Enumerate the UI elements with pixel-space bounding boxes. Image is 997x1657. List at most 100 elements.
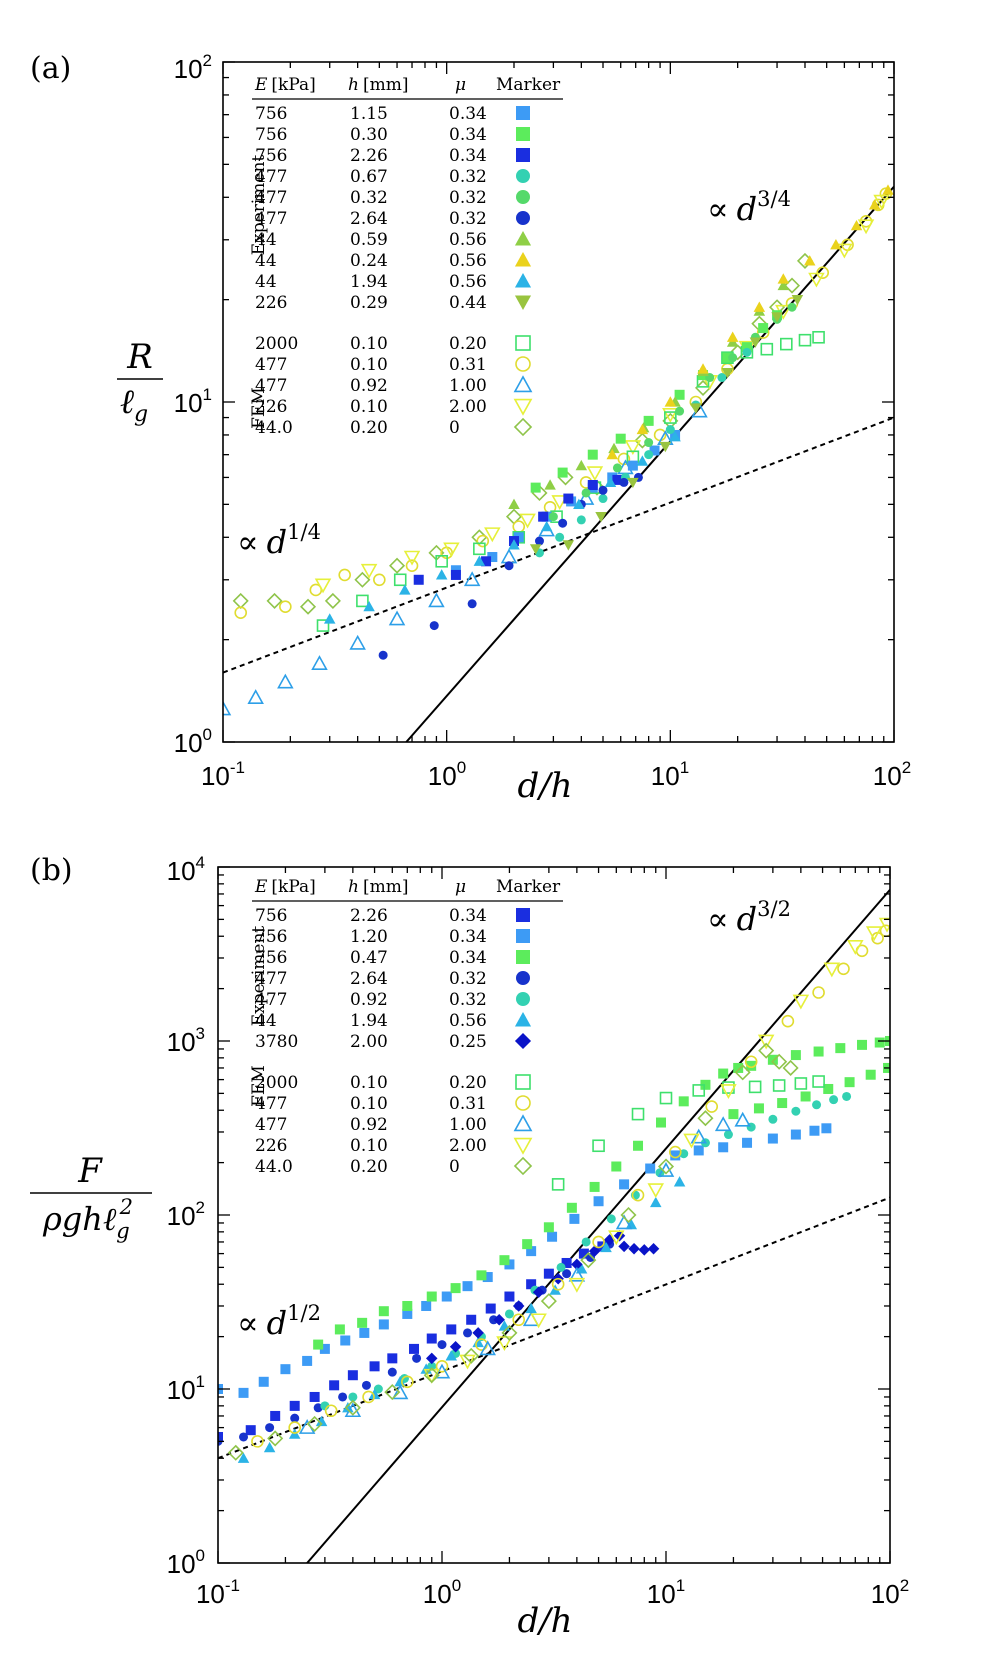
data-point <box>823 1083 834 1094</box>
data-point <box>693 1145 704 1156</box>
data-point <box>356 594 369 608</box>
data-point <box>578 1248 589 1259</box>
legend-cell: 477 <box>255 167 287 187</box>
data-point <box>463 1347 480 1364</box>
data-point <box>435 1360 449 1373</box>
data-point <box>566 1202 577 1213</box>
legend-marker <box>513 1156 533 1176</box>
legend-cell: 0.34 <box>449 125 487 145</box>
data-point <box>555 532 565 542</box>
data-point <box>633 1140 644 1151</box>
data-point <box>288 1421 302 1434</box>
data-point <box>830 239 842 250</box>
data-point <box>644 438 654 448</box>
legend-cell: 0.25 <box>449 1032 487 1052</box>
plot-marks <box>218 889 890 1563</box>
legend-cell: 477 <box>255 355 287 375</box>
data-point <box>571 1258 583 1271</box>
data-point <box>388 610 406 626</box>
data-point <box>551 1178 565 1191</box>
legend-marker <box>516 169 530 183</box>
legend-cell: 0.47 <box>350 948 388 968</box>
legend-row: 226 0.29 0.44 <box>255 293 532 313</box>
data-point <box>850 219 863 231</box>
data-point <box>865 1069 876 1080</box>
legend-cell: 0.34 <box>449 104 487 124</box>
legend-cell: 2.64 <box>350 209 388 229</box>
data-point <box>450 1283 461 1294</box>
legend-cell: 44 <box>255 272 277 292</box>
data-point <box>265 1423 275 1433</box>
legend-row: 477 0.92 1.00 <box>255 1114 533 1135</box>
data-point <box>836 243 853 259</box>
data-point <box>758 323 769 334</box>
plot-area <box>223 184 894 742</box>
data-point <box>387 1367 397 1377</box>
data-point <box>402 1300 413 1311</box>
legend-marker <box>514 1011 532 1027</box>
data-point <box>463 571 481 587</box>
data-point <box>812 1075 825 1088</box>
data-point <box>575 459 588 471</box>
data-point <box>349 634 366 650</box>
data-point <box>227 1444 244 1461</box>
data-point <box>631 1107 645 1121</box>
data-point <box>270 1410 281 1421</box>
data-point <box>319 1343 330 1354</box>
data-point <box>722 352 733 363</box>
data-point <box>741 342 752 353</box>
data-point <box>467 599 477 609</box>
data-point <box>611 1161 622 1172</box>
y-label-denominator: ℓg <box>120 382 148 427</box>
data-point <box>874 1037 885 1048</box>
legend-cell: 2000 <box>255 1073 298 1093</box>
y-tick-labels: 100 101 102 <box>174 51 212 758</box>
data-point <box>504 1309 514 1319</box>
data-point <box>496 1336 513 1352</box>
y-tick-label: 100 <box>167 1546 205 1579</box>
data-point <box>674 389 685 400</box>
legend-cell: 477 <box>255 969 287 989</box>
data-point <box>354 571 371 588</box>
legend-row: 2000 0.10 0.20 <box>255 1073 531 1093</box>
legend-header-marker: Marker <box>496 877 561 897</box>
legend-cell: 0.92 <box>350 376 388 396</box>
legend-cell: 0.59 <box>350 230 388 250</box>
legend-row: 756 0.47 0.34 <box>255 948 530 968</box>
data-point <box>529 544 542 555</box>
data-point <box>450 569 461 580</box>
data-point <box>650 1196 662 1208</box>
data-point <box>338 1392 348 1402</box>
data-point <box>627 477 639 489</box>
data-point <box>508 498 520 509</box>
data-point <box>809 1125 820 1136</box>
y-tick-label: 103 <box>167 1024 205 1057</box>
legend-cell: 2.26 <box>350 906 388 926</box>
data-point <box>449 1340 462 1353</box>
legend-row: 756 2.26 0.34 <box>255 906 530 926</box>
legend-marker <box>516 992 530 1006</box>
x-tick-label: 101 <box>647 1576 685 1609</box>
data-point <box>476 1270 487 1281</box>
data-point <box>581 488 591 498</box>
data-point <box>519 513 536 529</box>
data-point <box>344 1399 361 1416</box>
data-point <box>748 1080 762 1094</box>
data-point <box>576 515 586 525</box>
data-point <box>445 1350 458 1361</box>
legend-table: E [kPa] h [mm] μ Marker Experiment FEM 756… <box>249 877 563 1177</box>
data-point <box>634 432 651 449</box>
data-point <box>744 1055 758 1069</box>
data-point <box>378 650 388 660</box>
legend-group-label-fem: FEM <box>249 387 269 429</box>
series <box>530 310 783 493</box>
data-point <box>369 1361 380 1372</box>
legend-cell: 1.94 <box>350 272 388 292</box>
y-label-numerator: F <box>77 1151 103 1191</box>
legend-cell: 1.94 <box>350 1011 388 1031</box>
data-point <box>526 1279 537 1290</box>
data-point <box>844 1077 855 1088</box>
legend-cell: 2.00 <box>449 1136 487 1156</box>
plot-marks <box>223 184 894 742</box>
legend-cell: 0.56 <box>449 230 487 250</box>
